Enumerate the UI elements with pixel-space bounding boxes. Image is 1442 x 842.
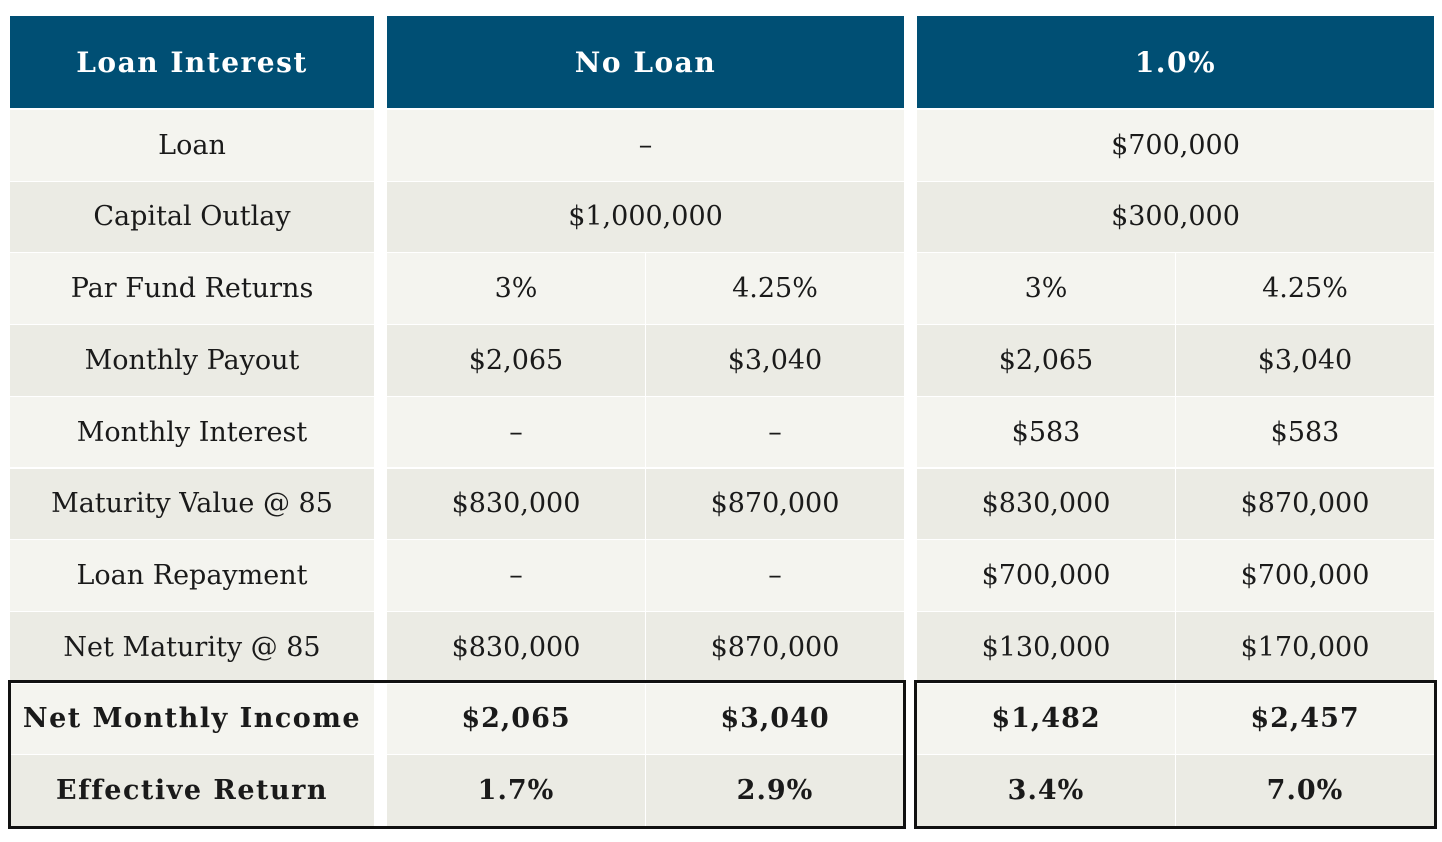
table-cell: $2,065 bbox=[387, 325, 645, 396]
row-label: Net Maturity @ 85 bbox=[10, 611, 374, 683]
table-cell: 1.7% bbox=[387, 755, 645, 826]
table-cell: $700,000 bbox=[917, 110, 1434, 181]
table-cell: 7.0% bbox=[1176, 755, 1434, 826]
table-cell: 3% bbox=[387, 253, 645, 324]
row-label: Maturity Value @ 85 bbox=[10, 468, 374, 539]
row-label: Capital Outlay bbox=[10, 181, 374, 253]
table-cell: $700,000 bbox=[917, 540, 1175, 611]
table-cell: $830,000 bbox=[387, 611, 645, 683]
table-cell: – bbox=[646, 396, 904, 468]
row-label: Monthly Interest bbox=[10, 396, 374, 468]
table-cell: $700,000 bbox=[1176, 540, 1434, 611]
header-label-cell: Loan Interest bbox=[10, 16, 374, 108]
table-cell: $830,000 bbox=[917, 468, 1175, 539]
table-cell: $130,000 bbox=[917, 611, 1175, 683]
table-cell: 3% bbox=[917, 253, 1175, 324]
row-label: Monthly Payout bbox=[10, 325, 374, 396]
table-cell: 4.25% bbox=[646, 253, 904, 324]
table-cell: $3,040 bbox=[1176, 325, 1434, 396]
table-cell: 4.25% bbox=[1176, 253, 1434, 324]
table-cell: $3,040 bbox=[646, 325, 904, 396]
row-label: Par Fund Returns bbox=[10, 253, 374, 324]
table-cell: – bbox=[387, 110, 904, 181]
table-cell: $583 bbox=[917, 396, 1175, 468]
header-cell: 1.0% bbox=[917, 16, 1434, 108]
table-cell: $300,000 bbox=[917, 181, 1434, 253]
header-cell: No Loan bbox=[387, 16, 904, 108]
table-cell: – bbox=[646, 540, 904, 611]
row-label: Loan bbox=[10, 110, 374, 181]
table-cell: $830,000 bbox=[387, 468, 645, 539]
table-cell: $2,457 bbox=[1176, 683, 1434, 755]
table-cell: $170,000 bbox=[1176, 611, 1434, 683]
table-cell: $3,040 bbox=[646, 683, 904, 755]
table-cell: $870,000 bbox=[1176, 468, 1434, 539]
table-cell: – bbox=[387, 396, 645, 468]
table-cell: $583 bbox=[1176, 396, 1434, 468]
table-cell: $2,065 bbox=[387, 683, 645, 755]
row-label: Effective Return bbox=[10, 755, 374, 826]
table-cell: – bbox=[387, 540, 645, 611]
table-cell: $1,000,000 bbox=[387, 181, 904, 253]
table-cell: $1,482 bbox=[917, 683, 1175, 755]
row-label: Loan Repayment bbox=[10, 540, 374, 611]
table-cell: $870,000 bbox=[646, 468, 904, 539]
table-cell: 2.9% bbox=[646, 755, 904, 826]
table-cell: $870,000 bbox=[646, 611, 904, 683]
table-cell: $2,065 bbox=[917, 325, 1175, 396]
row-label: Net Monthly Income bbox=[10, 683, 374, 755]
table-cell: 3.4% bbox=[917, 755, 1175, 826]
